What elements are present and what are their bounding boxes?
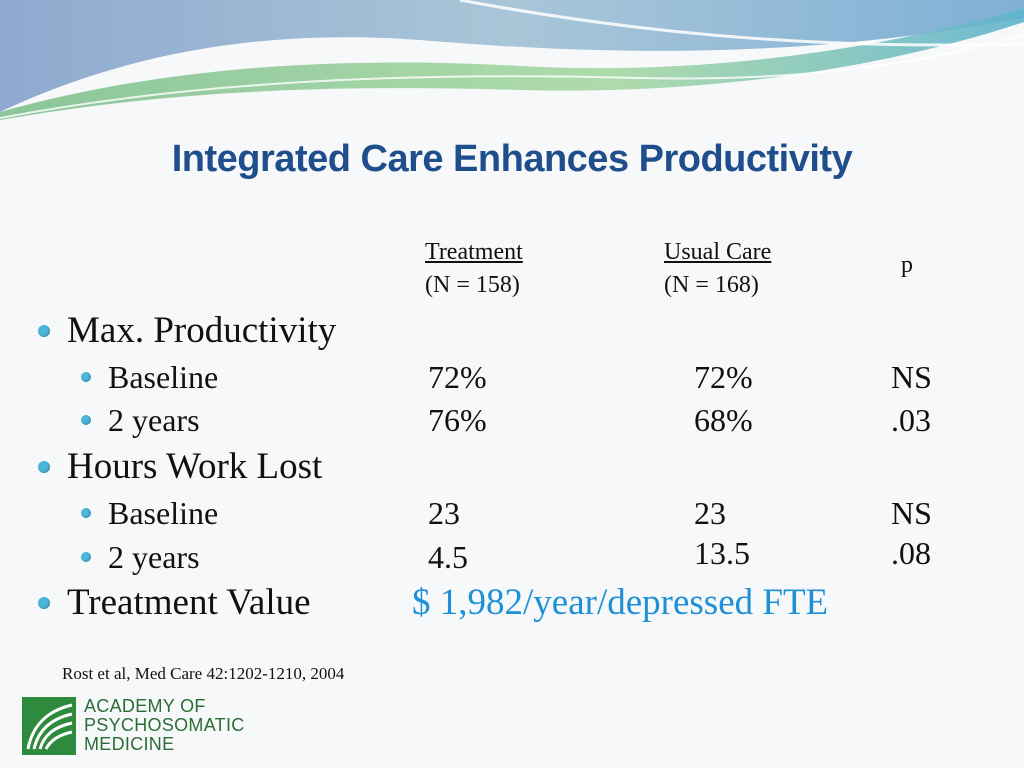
column-heading-label: Treatment: [425, 239, 523, 265]
table-row: 2 years 4.5 13.5 .08: [0, 535, 1024, 579]
bullet-icon: [81, 508, 91, 518]
bullet-icon: [38, 597, 50, 609]
table-row: Baseline 23 23 NS: [0, 491, 1024, 535]
p-value: .08: [891, 535, 931, 571]
column-header-treatment: Treatment (N = 158): [425, 236, 523, 302]
header-swoosh-decoration: [0, 0, 1024, 120]
section-label: Max. Productivity: [67, 310, 337, 351]
bullet-icon: [81, 415, 91, 425]
section-hours-work-lost: Hours Work Lost: [0, 442, 1024, 487]
column-header-p: p: [901, 252, 913, 278]
section-treatment-value: Treatment Value $ 1,982/year/depressed F…: [0, 578, 1024, 623]
usual-care-value: 13.5: [694, 535, 750, 571]
row-label: 2 years: [108, 402, 200, 438]
academy-logo: ACADEMY OF PSYCHOSOMATIC MEDICINE: [22, 697, 254, 759]
column-n-label: (N = 158): [425, 272, 520, 298]
treatment-value: 72%: [428, 359, 487, 395]
column-n-label: (N = 168): [664, 272, 759, 298]
logo-mark-icon: [22, 697, 76, 755]
slide-title: Integrated Care Enhances Productivity: [171, 138, 853, 180]
bullet-icon: [81, 552, 91, 562]
p-value: NS: [891, 359, 932, 395]
treatment-value: 4.5: [428, 539, 468, 575]
bullet-icon: [38, 461, 50, 473]
citation: Rost et al, Med Care 42:1202-1210, 2004: [62, 664, 345, 683]
column-heading-label: Usual Care: [664, 239, 772, 265]
section-label: Treatment Value: [67, 582, 311, 623]
logo-line: MEDICINE: [84, 734, 175, 754]
table-row: 2 years 76% 68% .03: [0, 398, 1024, 442]
logo-wordmark: ACADEMY OF PSYCHOSOMATIC MEDICINE: [84, 697, 245, 754]
section-max-productivity: Max. Productivity: [0, 306, 1024, 351]
column-header-usual-care: Usual Care (N = 168): [664, 236, 771, 302]
p-value: .03: [891, 402, 931, 438]
row-label: 2 years: [108, 539, 200, 575]
usual-care-value: 72%: [694, 359, 753, 395]
treatment-value: 23: [428, 495, 460, 531]
row-label: Baseline: [108, 359, 219, 395]
treatment-value: 76%: [428, 402, 487, 438]
bullet-icon: [38, 325, 50, 337]
treatment-value-amount: $ 1,982/year/depressed FTE: [412, 582, 829, 623]
section-label: Hours Work Lost: [67, 446, 323, 487]
usual-care-value: 23: [694, 495, 726, 531]
logo-line: PSYCHOSOMATIC: [84, 715, 245, 735]
table-row: Baseline 72% 72% NS: [0, 355, 1024, 399]
usual-care-value: 68%: [694, 402, 753, 438]
p-value: NS: [891, 495, 932, 531]
row-label: Baseline: [108, 495, 219, 531]
bullet-icon: [81, 372, 91, 382]
logo-line: ACADEMY OF: [84, 696, 206, 716]
